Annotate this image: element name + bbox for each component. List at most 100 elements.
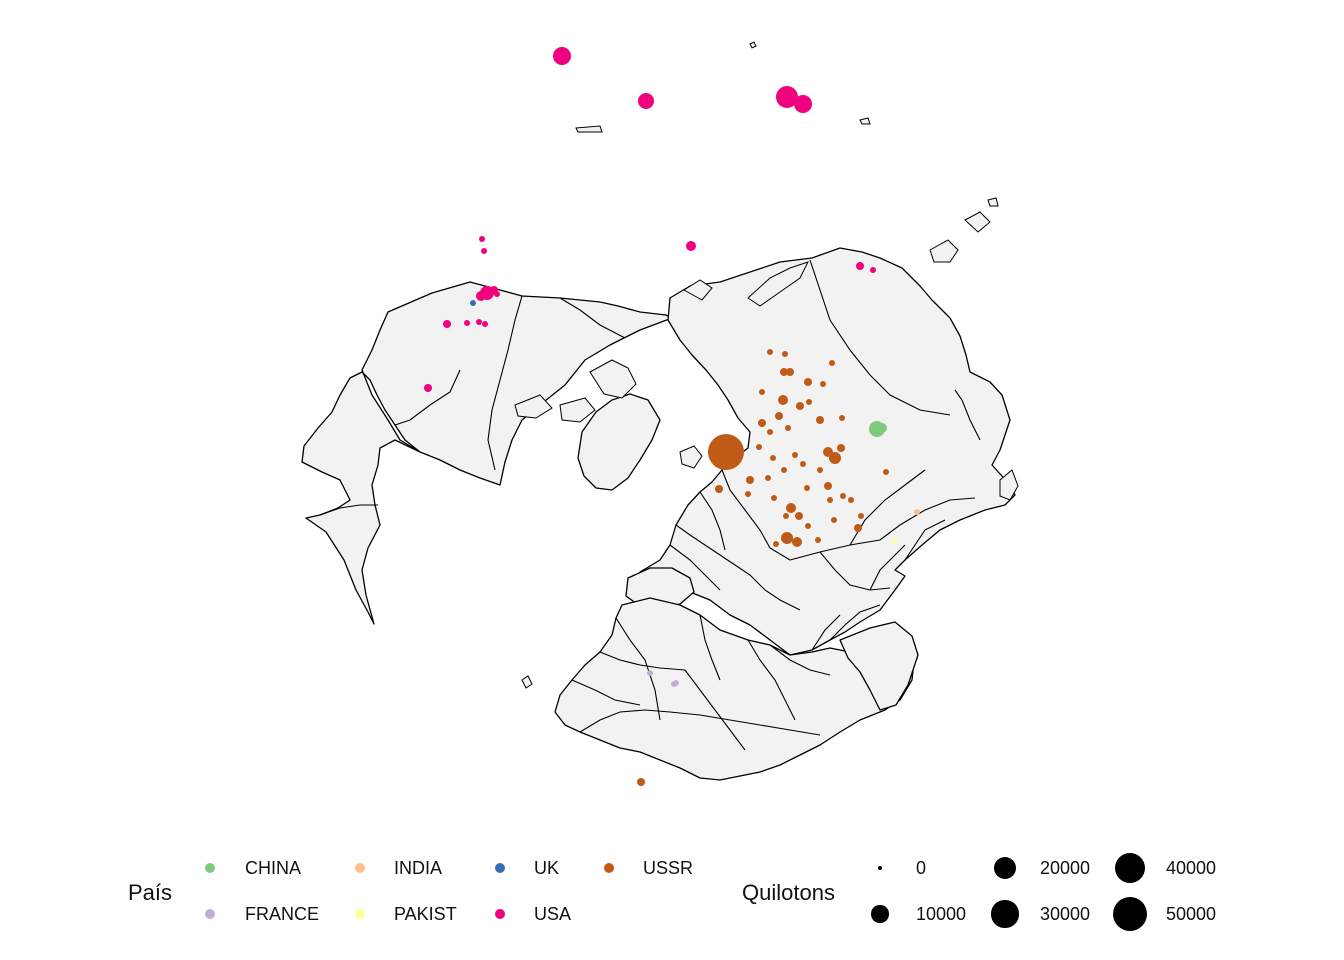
- test-site-point-ussr: [770, 455, 776, 461]
- test-site-point-ussr: [815, 537, 821, 543]
- country-legend-key-usa: [495, 909, 505, 919]
- size-legend-key-50000: [1113, 897, 1147, 931]
- country-legend-key-china: [205, 863, 215, 873]
- small-islands: [521, 41, 999, 689]
- landmasses: [301, 41, 1019, 781]
- africa-landmass: [554, 597, 916, 781]
- size-legend-label-40000: 40000: [1166, 858, 1217, 878]
- test-site-point-ussr: [759, 389, 765, 395]
- test-site-point-ussr: [765, 475, 771, 481]
- test-site-point-ussr: [767, 349, 773, 355]
- country-legend-key-france: [205, 909, 215, 919]
- country-legend-label-pakist: PAKIST: [394, 904, 457, 924]
- test-site-point-ussr: [708, 434, 744, 470]
- size-legend-label-50000: 50000: [1166, 904, 1217, 924]
- size-legend-key-40000: [1114, 852, 1146, 884]
- size-legend-title: Quilotons: [742, 880, 835, 905]
- north-america-landmass: [301, 281, 673, 625]
- japan-islands: [999, 469, 1019, 501]
- test-site-point-usa: [464, 320, 470, 326]
- test-site-point-ussr: [792, 452, 798, 458]
- size-legend-label-0: 0: [916, 858, 927, 878]
- svalbard: [683, 279, 713, 301]
- test-site-point-usa: [686, 241, 696, 251]
- country-borders: [319, 259, 981, 751]
- country-legend-key-pakist: [355, 909, 365, 919]
- size-legend-key-30000: [991, 900, 1019, 928]
- test-site-point-ussr: [778, 395, 788, 405]
- test-site-point-ussr: [795, 512, 803, 520]
- size-legend-key-0: [878, 866, 882, 870]
- test-site-point-ussr: [827, 497, 833, 503]
- country-legend-label-ussr: USSR: [643, 858, 694, 878]
- test-site-point-usa: [794, 95, 812, 113]
- test-site-point-ussr: [829, 452, 841, 464]
- test-site-point-pakist: [892, 538, 898, 544]
- test-site-point-ussr: [805, 523, 811, 529]
- country-legend-label-france: FRANCE: [245, 904, 320, 924]
- test-site-point-ussr: [816, 416, 824, 424]
- size-legend-label-30000: 30000: [1040, 904, 1091, 924]
- size-legend-label-10000: 10000: [916, 904, 967, 924]
- test-site-point-ussr: [715, 485, 723, 493]
- test-site-point-usa: [776, 86, 798, 108]
- test-site-point-ussr: [804, 378, 812, 386]
- test-site-point-usa: [494, 291, 500, 297]
- test-site-point-usa: [553, 47, 571, 65]
- test-site-point-ussr: [782, 351, 788, 357]
- test-site-point-ussr: [824, 482, 832, 490]
- test-site-points: [424, 47, 920, 786]
- test-site-point-ussr: [786, 368, 794, 376]
- iceland-landmass: [679, 445, 703, 469]
- test-site-point-ussr: [837, 444, 845, 452]
- test-site-point-usa: [856, 262, 864, 270]
- test-site-point-france: [647, 670, 653, 676]
- test-site-point-china: [877, 423, 887, 433]
- test-site-point-ussr: [820, 381, 826, 387]
- test-site-point-ussr: [840, 493, 846, 499]
- country-legend-key-india: [355, 863, 365, 873]
- test-site-point-ussr: [746, 476, 754, 484]
- size-legend-key-20000: [993, 856, 1017, 880]
- arabian-peninsula: [839, 621, 919, 711]
- test-site-point-usa: [870, 267, 876, 273]
- test-site-point-usa: [482, 321, 488, 327]
- test-site-point-ussr: [780, 368, 788, 376]
- test-site-point-usa: [479, 236, 485, 242]
- test-site-point-usa: [443, 320, 451, 328]
- country-legend-label-usa: USA: [534, 904, 572, 924]
- test-site-point-uk: [470, 300, 476, 306]
- test-site-point-ussr: [758, 419, 766, 427]
- test-site-point-usa: [476, 291, 486, 301]
- country-legend-label-india: INDIA: [394, 858, 443, 878]
- far-east-islands: [929, 211, 991, 263]
- greenland-landmass: [577, 393, 661, 491]
- test-site-point-usa: [481, 248, 487, 254]
- test-site-point-ussr: [771, 495, 777, 501]
- size-legend-label-20000: 20000: [1040, 858, 1091, 878]
- test-site-point-ussr: [883, 469, 889, 475]
- test-site-point-ussr: [775, 412, 783, 420]
- size-legend-key-10000: [871, 905, 889, 923]
- test-site-point-ussr: [773, 541, 779, 547]
- test-site-point-usa: [476, 319, 482, 325]
- test-site-point-ussr: [745, 491, 751, 497]
- test-site-point-ussr: [831, 517, 837, 523]
- test-site-point-ussr: [783, 513, 789, 519]
- test-site-point-india: [914, 509, 920, 515]
- test-site-point-ussr: [792, 537, 802, 547]
- country-legend-key-ussr: [604, 863, 614, 873]
- test-site-point-ussr: [756, 444, 762, 450]
- test-site-point-ussr: [785, 425, 791, 431]
- country-legend-label-uk: UK: [534, 858, 560, 878]
- test-site-point-ussr: [781, 467, 787, 473]
- test-site-point-france: [673, 680, 679, 686]
- test-site-point-ussr: [829, 360, 835, 366]
- test-site-point-ussr: [854, 524, 862, 532]
- test-site-point-ussr: [848, 497, 854, 503]
- test-site-point-ussr: [796, 402, 804, 410]
- test-site-point-ussr: [786, 503, 796, 513]
- arctic-islands: [514, 359, 637, 423]
